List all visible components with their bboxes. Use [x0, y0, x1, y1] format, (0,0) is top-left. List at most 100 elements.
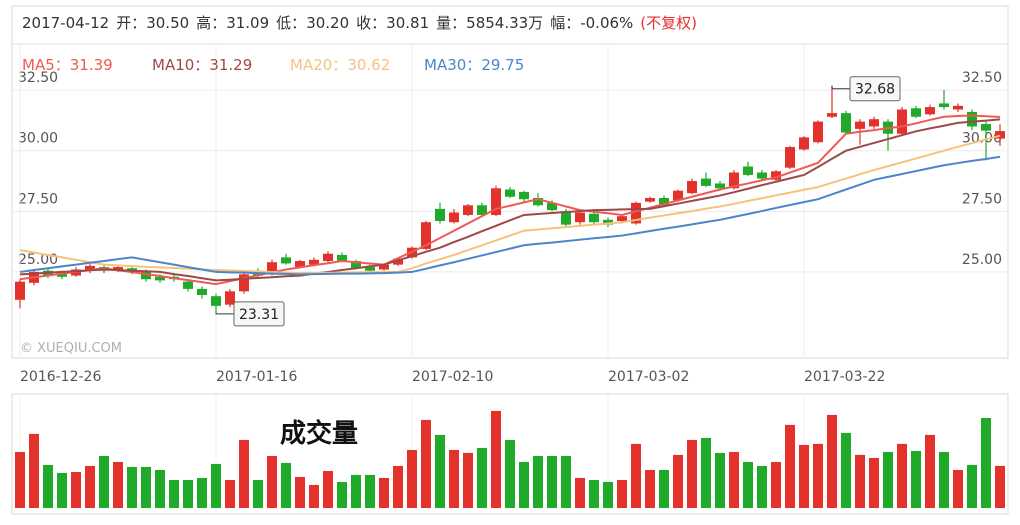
candle-body [911, 108, 921, 117]
header-label: 高 [196, 14, 211, 32]
volume-bar [701, 437, 711, 508]
candle-body [757, 172, 767, 179]
volume-bar [939, 451, 949, 508]
candle-body [813, 121, 823, 143]
legend-value: 31.29 [209, 56, 252, 74]
volume-bar [771, 461, 781, 508]
candle-body [533, 197, 543, 206]
y-tick-label-right: 27.50 [962, 191, 1002, 207]
candle-body [239, 274, 249, 292]
volume-bar [561, 455, 571, 508]
volume-bar [29, 433, 39, 508]
volume-bar [687, 439, 697, 508]
callout-label: 32.68 [855, 82, 895, 98]
legend-separator: ： [332, 56, 347, 74]
volume-bar [575, 477, 585, 508]
candle-body [967, 111, 977, 127]
header-label: 量 [436, 14, 451, 32]
candle-body [799, 137, 809, 150]
volume-bar [71, 472, 81, 508]
legend-entry: MA20：30.62 [290, 56, 390, 74]
header-label: 低 [276, 14, 291, 32]
legend-value: 30.62 [347, 56, 390, 74]
volume-bar [99, 455, 109, 508]
volume-bar [183, 479, 193, 508]
volume-bar [281, 462, 291, 508]
volume-bar [743, 461, 753, 508]
candle-body [715, 183, 725, 189]
ma-line [19, 118, 1001, 282]
volume-bar [239, 439, 249, 508]
candle-body [785, 147, 795, 168]
candle-body [869, 119, 879, 127]
x-tick-label: 2016-12-26 [20, 369, 101, 385]
candle-body [155, 276, 165, 281]
volume-bar [337, 482, 347, 508]
legend-name: MA10 [152, 56, 194, 74]
legend-entry: MA10：31.29 [152, 56, 252, 74]
volume-bar [659, 469, 669, 508]
candle-body [463, 205, 473, 215]
candle-body [645, 197, 655, 202]
volume-bar [449, 449, 459, 508]
volume-bar [15, 451, 25, 508]
candle-body [841, 113, 851, 133]
y-tick-label-right: 32.50 [962, 70, 1002, 86]
volume-bar [505, 439, 515, 508]
callout-connector [831, 85, 850, 90]
volume-bar [57, 472, 67, 508]
y-tick-label: 30.00 [18, 131, 58, 147]
watermark: © XUEQIU.COM [20, 341, 122, 356]
candle-body [323, 253, 333, 262]
header-value: -0.06% [580, 14, 633, 32]
x-tick-label: 2017-03-02 [608, 369, 689, 385]
callout-box [233, 301, 285, 327]
volume-bar [43, 464, 53, 508]
candle-body [603, 219, 613, 225]
callout-connector [215, 312, 234, 315]
volume-bar [225, 479, 235, 508]
candle-body [673, 190, 683, 201]
candle-body [505, 189, 515, 197]
header-label: 开 [116, 14, 131, 32]
candle-body [953, 105, 963, 110]
x-tick-label: 2017-01-16 [216, 369, 297, 385]
candle-body [631, 202, 641, 224]
candle-body [855, 121, 865, 129]
volume-bar [393, 465, 403, 508]
volume-bar [813, 443, 823, 508]
candle-body [659, 197, 669, 206]
price-panel [11, 5, 1009, 359]
volume-bar [85, 465, 95, 508]
legend-value: 29.75 [481, 56, 524, 74]
candle-body [589, 213, 599, 223]
header-value: 30.50 [146, 14, 189, 32]
volume-bar [883, 451, 893, 508]
candle-body [939, 103, 949, 108]
volume-bar [855, 454, 865, 508]
volume-bar [351, 474, 361, 508]
callout-box [849, 76, 901, 102]
volume-bar [897, 443, 907, 508]
candle-body [687, 181, 697, 194]
volume-bar [757, 465, 767, 508]
volume-bar [519, 461, 529, 508]
legend-name: MA30 [424, 56, 466, 74]
volume-bar [113, 461, 123, 508]
volume-bar [995, 465, 1005, 508]
header: 2017-04-12 开：30.50 高：31.09 低：30.20 收：30.81 量：… [22, 14, 697, 32]
candle-body [421, 222, 431, 249]
candle-body [729, 172, 739, 189]
header-date: 2017-04-12 [22, 14, 109, 32]
candle-body [379, 264, 389, 270]
volume-title: 成交量 [280, 418, 358, 449]
volume-bar [589, 479, 599, 508]
volume-bar [421, 419, 431, 508]
candle-body [547, 202, 557, 211]
header-adjust: (不复权) [640, 14, 697, 32]
volume-bar [785, 424, 795, 508]
candle-body [225, 291, 235, 305]
ma-line [19, 134, 1001, 275]
candle-body [365, 267, 375, 271]
